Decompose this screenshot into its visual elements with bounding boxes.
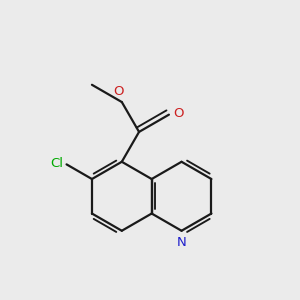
Text: O: O	[173, 107, 184, 120]
Text: O: O	[113, 85, 124, 98]
Text: N: N	[177, 236, 186, 249]
Text: Cl: Cl	[50, 157, 63, 169]
